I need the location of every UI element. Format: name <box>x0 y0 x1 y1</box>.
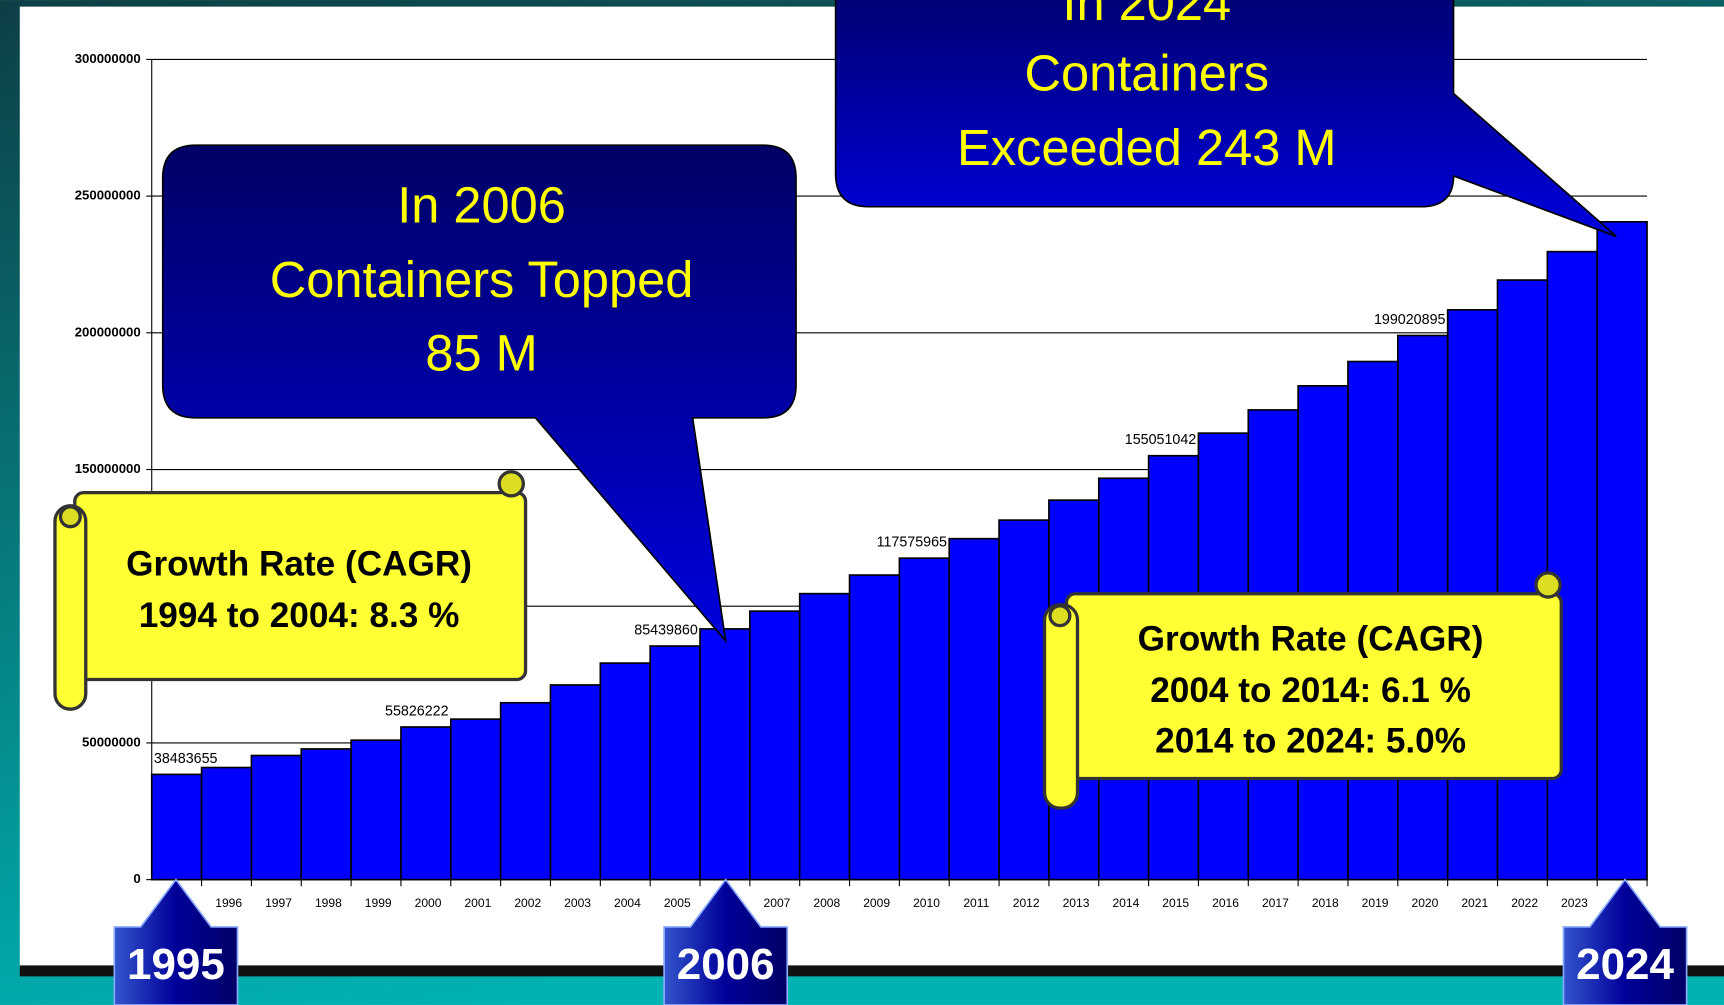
bar <box>400 726 452 881</box>
x-tick-label: 2015 <box>1162 896 1189 910</box>
scroll-roll <box>1042 603 1080 810</box>
bar <box>250 754 303 881</box>
x-tick-label: 2012 <box>1013 896 1040 910</box>
annotations: In 2006 Containers Topped 85 M In 2024 Conta… <box>53 0 1688 1005</box>
x-tick-label: 1997 <box>265 896 292 910</box>
plot: 0500000001000000001500000002000000002500… <box>75 51 1648 910</box>
bar <box>948 537 1000 881</box>
scroll-curl <box>1534 571 1562 599</box>
bar <box>898 557 951 881</box>
y-tick-label: 250000000 <box>75 188 141 203</box>
highlight-label: 2024 <box>1576 940 1674 989</box>
bar <box>549 684 602 881</box>
x-tick-label: 2007 <box>764 896 791 910</box>
note-text: 1994 to 2004: 8.3 % <box>139 596 460 635</box>
bar <box>350 739 402 881</box>
highlight-label: 1995 <box>127 940 225 989</box>
bar <box>449 718 502 881</box>
value-label: 199020895 <box>1374 312 1446 328</box>
x-tick-label: 1996 <box>215 896 242 910</box>
x-tick-label: 2019 <box>1362 896 1389 910</box>
x-tick-label: 2004 <box>614 896 641 910</box>
x-tick-label: 2000 <box>415 896 442 910</box>
callout-text: In 2006 <box>397 176 566 233</box>
x-tick-label: 2013 <box>1063 896 1090 910</box>
scroll-curl <box>1048 604 1072 628</box>
x-tick-label: 1998 <box>315 896 342 910</box>
y-tick-label: 150000000 <box>75 461 141 476</box>
scroll-curl <box>58 505 82 529</box>
x-tick-label: 2016 <box>1212 896 1239 910</box>
highlight-label: 2006 <box>677 940 775 989</box>
callout-bubble <box>161 144 797 644</box>
note-text: 2014 to 2024: 5.0% <box>1155 722 1466 761</box>
bar <box>150 773 203 881</box>
y-tick-label: 200000000 <box>75 324 141 339</box>
scroll-body <box>73 490 528 682</box>
x-tick-label: 2005 <box>664 896 691 910</box>
bar <box>848 574 901 881</box>
panel-shadow <box>19 965 1724 977</box>
x-tick-label: 2003 <box>564 896 591 910</box>
scroll-curl <box>497 470 526 498</box>
x-tick-label: 2021 <box>1461 896 1488 910</box>
value-label: 38483655 <box>154 751 218 767</box>
x-tick-label: 2022 <box>1511 896 1538 910</box>
y-tick-label: 50000000 <box>82 734 141 749</box>
callout-text: In 2024 <box>1062 0 1231 31</box>
callout-text: Exceeded 243 M <box>957 119 1336 176</box>
x-tick-label: 2014 <box>1112 896 1139 910</box>
callout-text: Containers Topped <box>270 251 694 308</box>
bar <box>798 592 851 881</box>
y-tick-label: 0 <box>133 871 140 886</box>
bar <box>699 628 751 881</box>
x-tick-label: 2020 <box>1412 896 1439 910</box>
note-text: Growth Rate (CAGR) <box>126 545 472 584</box>
note-text: Growth Rate (CAGR) <box>1138 619 1484 658</box>
value-label: 55826222 <box>385 703 449 719</box>
bar <box>1596 220 1648 881</box>
x-tick-label: 2017 <box>1262 896 1289 910</box>
x-tick-label: 2018 <box>1312 896 1339 910</box>
value-label: 85439860 <box>634 622 698 638</box>
x-tick-label: 2009 <box>863 896 890 910</box>
x-tick-label: 2008 <box>813 896 840 910</box>
bar <box>300 748 352 881</box>
bar <box>749 610 801 881</box>
bar <box>1546 250 1599 881</box>
bar <box>599 662 651 881</box>
callout-text: Containers <box>1025 44 1270 101</box>
y-tick-label: 300000000 <box>75 51 141 66</box>
callout-text: 85 M <box>425 325 537 382</box>
scroll-roll <box>53 504 88 711</box>
x-tick-label: 2023 <box>1561 896 1588 910</box>
x-tick-label: 2011 <box>963 896 989 910</box>
x-tick-label: 1999 <box>365 896 392 910</box>
x-tick-label: 2001 <box>464 896 491 910</box>
x-tick-label: 2002 <box>514 896 541 910</box>
value-label: 117575965 <box>877 535 947 551</box>
callout-bubble <box>834 0 1617 238</box>
bar <box>200 766 253 881</box>
bar <box>649 645 701 881</box>
x-tick-label: 2010 <box>913 896 940 910</box>
bar <box>998 519 1050 881</box>
bar <box>499 701 552 881</box>
note-text: 2004 to 2014: 6.1 % <box>1150 671 1471 710</box>
value-label: 155051042 <box>1125 432 1197 448</box>
